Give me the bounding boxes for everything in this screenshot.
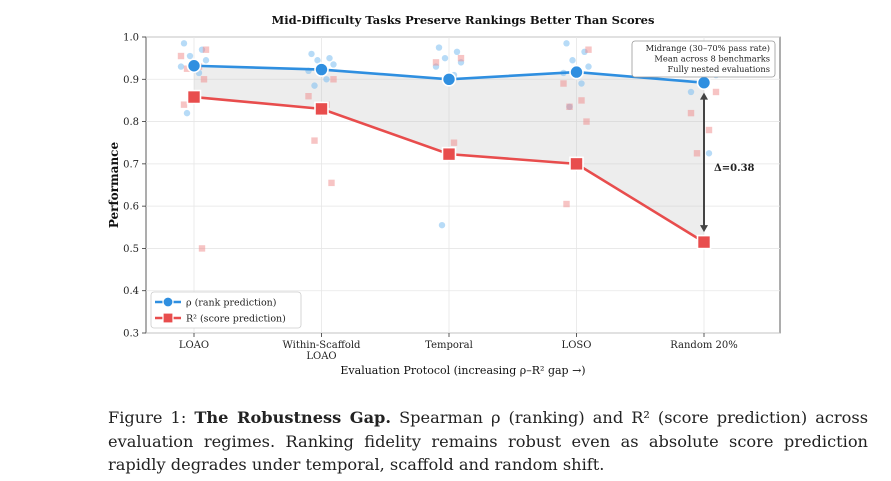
r2-scatter-point <box>177 52 185 60</box>
rho-scatter-point <box>578 80 585 87</box>
rho-point <box>186 58 202 74</box>
r2-scatter-point <box>560 80 567 87</box>
x-tick-label: LOAO <box>179 340 209 351</box>
r2-scatter-point <box>693 150 701 157</box>
r2-scatter-point <box>202 46 210 53</box>
y-axis-label: Performance <box>107 141 121 228</box>
rho-scatter-point <box>326 54 333 62</box>
r2-scatter-point <box>583 118 590 125</box>
rho-scatter-point <box>438 221 446 229</box>
r2-scatter-point <box>305 93 312 100</box>
chart-title: Mid-Difficulty Tasks Preserve Rankings B… <box>272 13 655 27</box>
legend-rho-marker <box>162 296 174 308</box>
r2-scatter-point <box>180 101 188 108</box>
r2-scatter-point <box>563 200 570 208</box>
r2-scatter-point <box>198 245 206 252</box>
rho-scatter-point <box>177 63 185 70</box>
caption-text: Spearman ρ (ranking) and R² (score predi… <box>108 408 869 474</box>
rho-scatter-point <box>308 50 315 58</box>
rho-point <box>569 64 584 80</box>
x-tick-label: Within-Scaffold <box>283 340 362 351</box>
rho-scatter-point <box>569 57 576 64</box>
rho-point <box>314 62 329 77</box>
rho-scatter-point <box>585 63 592 70</box>
x-tick-label: LOAO <box>306 351 336 362</box>
figure-caption: Figure 1: The Robustness Gap. Spearman ρ… <box>108 406 868 477</box>
rho-scatter-point <box>183 109 191 117</box>
rho-scatter-point <box>202 57 210 64</box>
y-tick-label: 1.0 <box>123 33 139 44</box>
r2-scatter-point <box>578 97 585 104</box>
caption-title: The Robustness Gap. <box>194 408 392 427</box>
r2-scatter-point <box>183 65 191 72</box>
rho-scatter-point <box>563 40 570 47</box>
plot-area <box>145 36 781 334</box>
gap-annotation: Δ=0.38 <box>714 163 755 174</box>
y-tick-label: 0.7 <box>123 159 139 170</box>
legend-box <box>150 291 302 329</box>
x-tick-label: Random 20% <box>670 340 737 351</box>
r2-scatter-point <box>450 139 458 146</box>
rho-scatter-point <box>435 44 443 51</box>
r2-scatter-point <box>566 103 573 110</box>
r2-point <box>569 156 584 172</box>
rho-point <box>696 75 712 90</box>
info-box-line: Mean across 8 benchmarks <box>654 54 770 64</box>
r2-scatter-point <box>311 137 318 144</box>
x-tick-label: Temporal <box>425 340 473 351</box>
r2-scatter-point <box>432 59 440 66</box>
r2-point <box>441 146 457 162</box>
rho-scatter-point <box>705 150 713 157</box>
rho-point <box>441 71 457 87</box>
rho-scatter-point <box>687 88 695 96</box>
r2-scatter-point <box>200 76 208 83</box>
x-axis-label: Evaluation Protocol (increasing ρ–R² gap… <box>340 364 585 377</box>
r2-point <box>696 234 712 250</box>
r2-scatter-point <box>330 76 337 83</box>
gap-arrow-head-up <box>700 92 708 100</box>
r2-scatter-point <box>328 179 335 187</box>
rho-scatter-point <box>311 82 318 89</box>
r2-point <box>314 101 329 117</box>
info-box <box>631 40 776 78</box>
r2-point <box>186 89 202 105</box>
r2-scatter-point <box>705 126 713 134</box>
rho-scatter-point <box>180 40 188 47</box>
y-tick-label: 0.4 <box>123 286 139 297</box>
info-box-line: Fully nested evaluations <box>667 64 770 74</box>
legend-r2-marker <box>162 312 174 324</box>
rho-scatter-point <box>330 61 337 68</box>
rho-scatter-point <box>323 76 330 83</box>
r2-scatter-point <box>687 109 695 117</box>
y-tick-label: 0.9 <box>123 75 139 86</box>
r2-scatter-point <box>457 54 465 62</box>
y-tick-label: 0.3 <box>123 329 139 340</box>
y-tick-label: 0.6 <box>123 202 139 213</box>
r2-scatter-point <box>712 88 720 96</box>
figure: Δ=0.38 0.3 0.4 0.5 0.6 0.7 0.8 0.9 1.0 LOAO Within… <box>107 13 781 377</box>
rho-scatter-point <box>453 48 461 55</box>
r2-scatter-point <box>585 46 592 53</box>
y-tick-label: 0.5 <box>123 244 139 255</box>
legend-rho-label: ρ (rank prediction) <box>186 298 277 309</box>
rho-scatter-point <box>441 54 449 62</box>
legend-r2-label: R² (score prediction) <box>186 314 286 325</box>
info-box-line: Midrange (30–70% pass rate) <box>646 43 770 53</box>
rho-scatter-point <box>186 52 194 60</box>
y-tick-label: 0.8 <box>123 117 139 128</box>
x-tick-label: LOSO <box>562 340 592 351</box>
rho-scatter-point <box>314 57 321 64</box>
gap-arrow-head-down <box>700 225 708 233</box>
caption-label: Figure 1: <box>108 408 187 427</box>
